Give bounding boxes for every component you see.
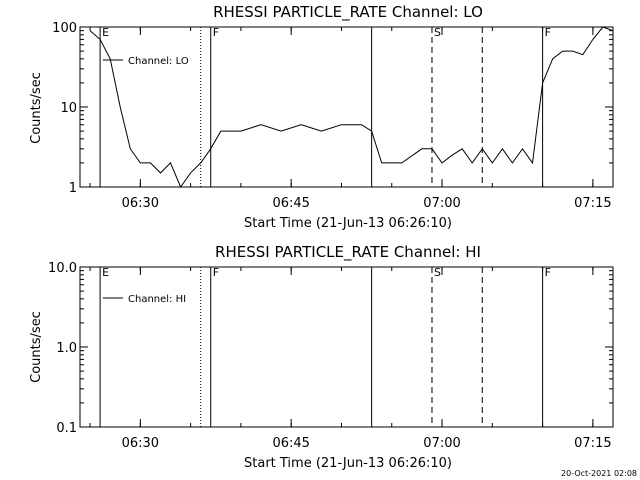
hi-x-tick-label: 06:30	[122, 436, 159, 451]
hi-event-marker-label: E	[102, 266, 109, 279]
hi-y-tick-label: 1.0	[56, 341, 77, 356]
hi-channel-panel: RHESSI PARTICLE_RATE Channel: HI Start T…	[29, 243, 614, 471]
hi-chart-title: RHESSI PARTICLE_RATE Channel: HI	[215, 243, 481, 262]
generation-timestamp: 20-Oct-2021 02:08	[561, 469, 637, 478]
lo-legend: Channel: LO	[103, 56, 189, 67]
hi-x-tick-label: 06:45	[272, 436, 309, 451]
lo-legend-label: Channel: LO	[128, 56, 189, 67]
hi-legend-label: Channel: HI	[128, 294, 186, 305]
lo-x-tick-label: 07:00	[423, 196, 460, 211]
hi-x-tick-label: 07:00	[423, 436, 460, 451]
lo-channel-panel: RHESSI PARTICLE_RATE Channel: LO Start T…	[29, 3, 614, 231]
lo-x-tick-label: 06:30	[122, 196, 159, 211]
lo-x-axis-label: Start Time (21-Jun-13 06:26:10)	[244, 216, 452, 231]
hi-event-marker-label: F	[213, 266, 219, 279]
hi-y-axis-label: Counts/sec	[29, 311, 44, 383]
lo-y-tick-label: 10	[60, 101, 77, 116]
lo-x-tick-label: 07:15	[574, 196, 611, 211]
hi-event-marker-label: F	[545, 266, 551, 279]
lo-event-marker-label: E	[102, 26, 109, 39]
lo-event-marker-label: F	[213, 26, 219, 39]
hi-legend: Channel: HI	[103, 294, 186, 305]
hi-event-marker-label: S	[434, 266, 441, 279]
lo-plot-frame	[79, 26, 614, 188]
lo-y-tick-label: 100	[52, 21, 77, 36]
lo-x-tick-label: 06:45	[272, 196, 309, 211]
hi-y-tick-label: 10.0	[48, 261, 77, 276]
hi-plot-frame	[79, 266, 614, 428]
lo-y-tick-label: 1	[69, 181, 77, 196]
lo-series-line	[89, 26, 614, 189]
lo-event-marker-label: S	[434, 26, 441, 39]
hi-x-tick-label: 07:15	[574, 436, 611, 451]
lo-y-axis-label: Counts/sec	[29, 72, 44, 144]
hi-y-tick-label: 0.1	[56, 421, 77, 436]
hi-x-axis-label: Start Time (21-Jun-13 06:26:10)	[244, 456, 452, 471]
lo-chart-title: RHESSI PARTICLE_RATE Channel: LO	[213, 3, 483, 22]
lo-event-marker-label: F	[545, 26, 551, 39]
